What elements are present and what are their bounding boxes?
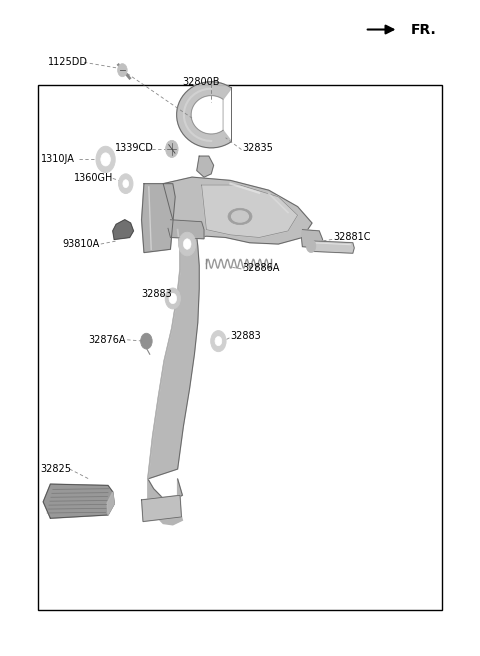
Polygon shape bbox=[107, 492, 114, 515]
Circle shape bbox=[215, 337, 222, 346]
Circle shape bbox=[211, 331, 226, 352]
Circle shape bbox=[141, 333, 152, 349]
Text: 32883: 32883 bbox=[142, 289, 172, 299]
Polygon shape bbox=[113, 220, 133, 239]
Circle shape bbox=[165, 288, 180, 309]
Text: FR.: FR. bbox=[410, 22, 436, 37]
Polygon shape bbox=[148, 479, 182, 525]
Polygon shape bbox=[168, 220, 204, 239]
Text: 1125DD: 1125DD bbox=[48, 57, 88, 68]
Polygon shape bbox=[142, 495, 181, 522]
Text: 1360GH: 1360GH bbox=[74, 173, 114, 184]
Polygon shape bbox=[43, 484, 114, 518]
Circle shape bbox=[118, 64, 127, 77]
Polygon shape bbox=[142, 184, 175, 253]
Text: 32881C: 32881C bbox=[334, 232, 371, 243]
Text: 32886A: 32886A bbox=[242, 262, 280, 273]
Text: 1339CD: 1339CD bbox=[115, 142, 154, 153]
Polygon shape bbox=[163, 177, 312, 244]
Text: 32883: 32883 bbox=[230, 331, 261, 341]
Circle shape bbox=[169, 293, 177, 304]
Ellipse shape bbox=[231, 211, 249, 222]
Text: 32835: 32835 bbox=[242, 142, 273, 153]
Polygon shape bbox=[301, 230, 323, 248]
Ellipse shape bbox=[179, 237, 196, 251]
Circle shape bbox=[96, 146, 115, 173]
Circle shape bbox=[306, 239, 316, 253]
Polygon shape bbox=[177, 82, 231, 148]
Ellipse shape bbox=[182, 240, 192, 248]
Text: 32825: 32825 bbox=[41, 464, 72, 474]
Circle shape bbox=[119, 174, 133, 194]
Polygon shape bbox=[197, 156, 214, 177]
Circle shape bbox=[166, 140, 178, 157]
Text: 1310JA: 1310JA bbox=[41, 154, 75, 165]
Polygon shape bbox=[310, 241, 354, 253]
Circle shape bbox=[101, 153, 110, 166]
Text: 32876A: 32876A bbox=[89, 335, 126, 345]
Circle shape bbox=[123, 180, 129, 188]
Polygon shape bbox=[202, 185, 298, 237]
Text: 93810A: 93810A bbox=[62, 239, 100, 249]
Text: 32800B: 32800B bbox=[182, 77, 220, 87]
Polygon shape bbox=[148, 230, 199, 479]
Circle shape bbox=[183, 239, 191, 249]
Circle shape bbox=[179, 232, 196, 256]
Ellipse shape bbox=[228, 208, 252, 224]
Bar bbox=[38, 85, 442, 610]
